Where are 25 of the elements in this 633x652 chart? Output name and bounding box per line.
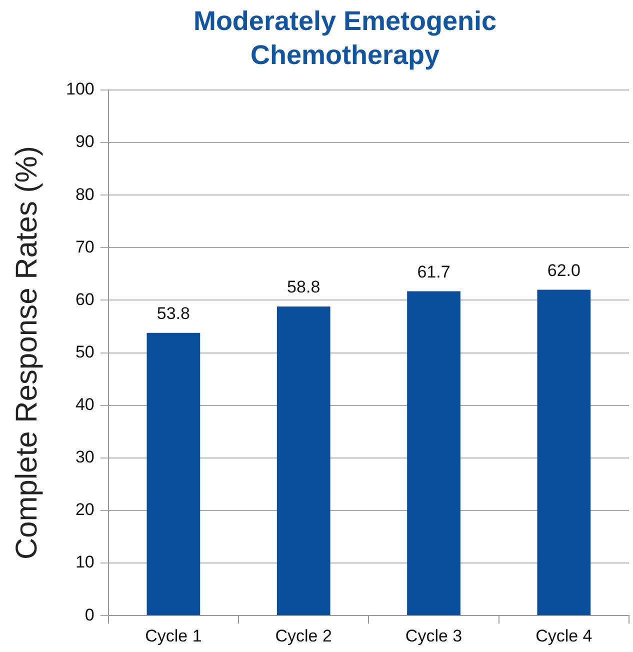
x-tick-label: Cycle 2 [275, 626, 332, 646]
bar [537, 290, 591, 616]
y-tick-label: 80 [75, 184, 94, 204]
y-tick-label: 100 [66, 80, 94, 99]
y-tick-label: 40 [75, 395, 94, 414]
data-label: 62.0 [547, 260, 580, 280]
y-tick-label: 20 [75, 500, 94, 520]
y-tick-label: 50 [75, 342, 94, 362]
bar [146, 332, 200, 616]
data-label: 58.8 [287, 278, 320, 297]
y-tick-label: 70 [75, 237, 94, 256]
bar [276, 306, 330, 616]
data-label: 53.8 [156, 304, 190, 324]
chart-title: Moderately Emetogenic Chemotherapy [192, 5, 498, 72]
bar [407, 291, 460, 616]
y-tick-label: 10 [75, 552, 94, 572]
y-axis-title: Complete Response Rates (%) [10, 146, 44, 560]
x-tick-label: Cycle 4 [536, 626, 592, 646]
data-label: 61.7 [417, 262, 450, 282]
y-tick-label: 0 [84, 605, 94, 624]
x-tick-label: Cycle 1 [145, 626, 202, 646]
x-tick-label: Cycle 3 [405, 626, 462, 646]
y-tick-label: 90 [75, 132, 94, 152]
y-tick-label: 60 [75, 290, 94, 309]
y-tick-label: 30 [75, 448, 94, 467]
